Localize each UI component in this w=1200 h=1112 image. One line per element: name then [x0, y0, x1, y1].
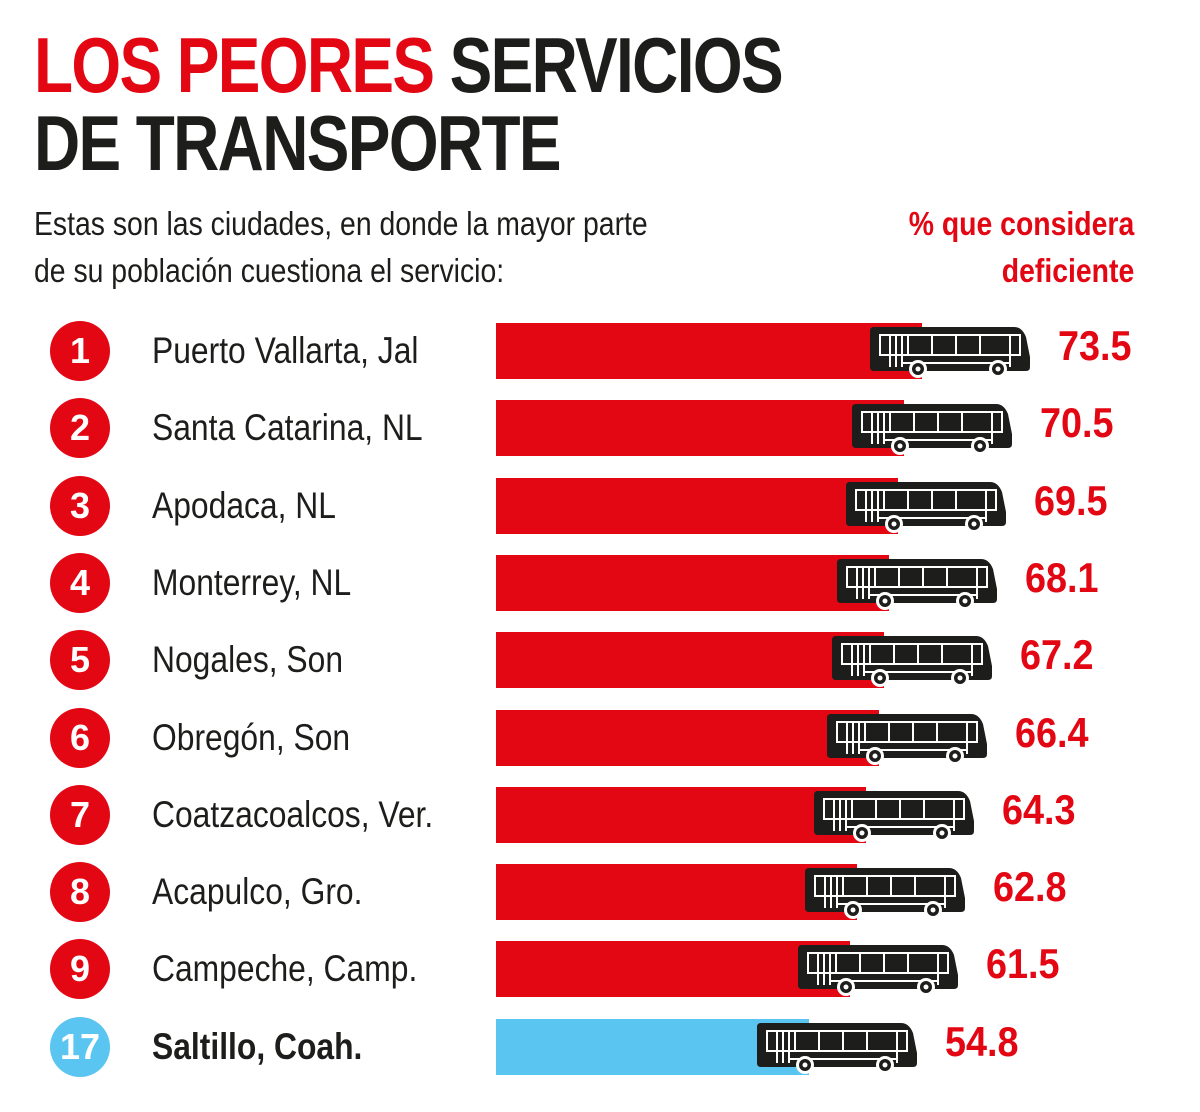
city-label: Santa Catarina, NL [152, 407, 423, 449]
bus-icon [845, 478, 1008, 534]
subtitle: Estas son las ciudades, en donde la mayo… [34, 200, 791, 294]
title-line-2: DE TRANSPORTE [34, 99, 562, 187]
title-line-1: LOS PEORES SERVICIOS [34, 26, 784, 104]
bar [496, 941, 850, 998]
value-label: 61.5 [985, 940, 1060, 988]
rank-badge: 1 [50, 321, 110, 381]
bus-icon [831, 632, 994, 688]
subtitle-line: de su población cuestiona el servicio: [34, 252, 505, 289]
bus-icon [851, 400, 1014, 456]
bus-icon [757, 1019, 919, 1075]
bar-row: 6 Obregón, Son 66.4 [0, 707, 1200, 768]
city-label: Campeche, Camp. [152, 948, 418, 990]
bus-icon [805, 864, 967, 920]
rank-badge: 6 [50, 707, 110, 768]
bar-row: 2 Santa Catarina, NL 70.5 [0, 398, 1200, 459]
rank-badge: 3 [50, 475, 110, 536]
bar [496, 632, 884, 689]
bar [496, 786, 867, 843]
city-label: Puerto Vallarta, Jal [152, 330, 419, 371]
bus-icon [814, 787, 976, 843]
bar [496, 477, 898, 534]
value-legend: % que considera deficiente [908, 200, 1134, 294]
rank-badge: 2 [50, 398, 110, 459]
rank-badge: 9 [50, 939, 110, 1000]
value-label: 68.1 [1025, 553, 1099, 601]
bar [496, 323, 922, 379]
city-label: Nogales, Son [152, 639, 344, 681]
bar-row: 5 Nogales, Son 67.2 [0, 630, 1200, 691]
bar-row: 1 Puerto Vallarta, Jal 73.5 [0, 321, 1200, 381]
value-label: 62.8 [993, 863, 1067, 911]
city-label: Obregón, Son [152, 716, 351, 758]
bar-row: 3 Apodaca, NL 69.5 [0, 475, 1200, 536]
title-red: LOS PEORES [34, 21, 435, 109]
bar [496, 554, 890, 611]
subtitle-line: Estas son las ciudades, en donde la mayo… [34, 205, 648, 242]
bar [496, 400, 904, 457]
bar-row: 17 Saltillo, Coah. 54.8 [0, 1016, 1200, 1077]
bus-icon [827, 710, 989, 766]
rank-badge: 4 [50, 552, 110, 613]
rank-badge: 8 [50, 862, 110, 923]
bar-row: 4 Monterrey, NL 68.1 [0, 552, 1200, 613]
legend-line: % que considera [908, 205, 1134, 242]
value-label: 54.8 [945, 1017, 1019, 1065]
bus-icon [837, 555, 999, 611]
bar [496, 1018, 810, 1075]
bar-row: 9 Campeche, Camp. 61.5 [0, 939, 1200, 1000]
value-label: 69.5 [1033, 476, 1108, 524]
city-label: Monterrey, NL [152, 561, 352, 603]
city-label: Acapulco, Gro. [152, 871, 363, 913]
city-label: Apodaca, NL [152, 484, 336, 526]
bar [496, 864, 858, 921]
bar [496, 709, 880, 766]
legend-line: deficiente [1001, 252, 1134, 289]
value-label: 67.2 [1019, 631, 1094, 679]
city-label: Saltillo, Coah. [152, 1025, 363, 1067]
bar-row: 8 Acapulco, Gro. 62.8 [0, 862, 1200, 923]
title-black: SERVICIOS [449, 21, 784, 109]
rank-badge: 7 [50, 784, 110, 845]
rank-badge: 5 [50, 630, 110, 691]
value-label: 70.5 [1039, 399, 1114, 447]
value-label: 66.4 [1015, 708, 1089, 756]
value-label: 73.5 [1058, 322, 1132, 369]
rank-badge: 17 [50, 1016, 110, 1077]
bar-row: 7 Coatzacoalcos, Ver. 64.3 [0, 784, 1200, 845]
bus-icon [870, 323, 1032, 379]
city-label: Coatzacoalcos, Ver. [152, 793, 434, 835]
bus-icon [797, 941, 960, 997]
value-label: 64.3 [1002, 785, 1076, 833]
